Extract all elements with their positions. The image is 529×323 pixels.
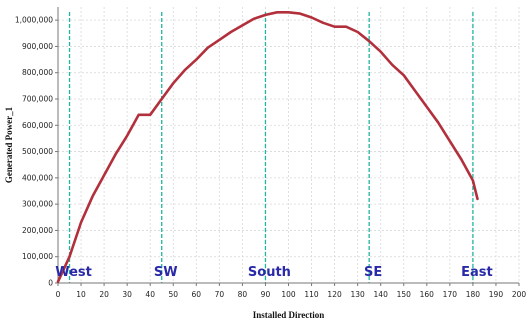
reference-lines bbox=[68, 12, 474, 283]
axes: 0 100,000 200,000 300,000 400,000 500,000 600,… bbox=[15, 7, 527, 299]
x-tick-label: 30 bbox=[122, 290, 132, 299]
y-tick-label: 300,000 bbox=[22, 200, 53, 209]
x-tick-label: 20 bbox=[99, 290, 109, 299]
y-tick-label: 500,000 bbox=[22, 147, 53, 156]
x-tick-label: 50 bbox=[168, 290, 178, 299]
x-tick-label: 140 bbox=[374, 290, 389, 299]
x-tick-label: 190 bbox=[489, 290, 504, 299]
direction-labels: West SW South SE East bbox=[55, 265, 493, 280]
x-tick-label: 40 bbox=[145, 290, 155, 299]
x-tick-label: 100 bbox=[281, 290, 296, 299]
direction-label: SE bbox=[364, 265, 382, 280]
x-tick-label: 130 bbox=[350, 290, 365, 299]
x-tick-label: 80 bbox=[238, 290, 248, 299]
x-tick-label: 0 bbox=[56, 290, 61, 299]
y-axis-title: Generated Power_1 bbox=[4, 106, 14, 183]
x-tick-label: 160 bbox=[420, 290, 435, 299]
x-tick-label: 90 bbox=[261, 290, 271, 299]
x-tick-label: 10 bbox=[76, 290, 86, 299]
series bbox=[56, 11, 479, 283]
grid bbox=[58, 7, 520, 283]
x-tick-label: 110 bbox=[304, 290, 319, 299]
direction-label: South bbox=[248, 265, 291, 280]
y-tick-label: 0 bbox=[48, 279, 53, 288]
x-tick-label: 60 bbox=[192, 290, 202, 299]
direction-label: West bbox=[55, 265, 92, 280]
y-tick-label: 100,000 bbox=[22, 252, 53, 261]
series-line bbox=[56, 11, 479, 283]
y-tick-label: 700,000 bbox=[22, 95, 53, 104]
x-tick-label: 180 bbox=[466, 290, 481, 299]
y-tick-label: 600,000 bbox=[22, 121, 53, 130]
x-tick-label: 120 bbox=[327, 290, 342, 299]
x-axis-title: Installed Direction bbox=[253, 310, 325, 320]
y-tick-label: 1,000,000 bbox=[15, 16, 53, 25]
x-tick-label: 70 bbox=[215, 290, 225, 299]
direction-label: East bbox=[461, 265, 493, 280]
y-tick-label: 400,000 bbox=[22, 173, 53, 182]
x-tick-label: 200 bbox=[512, 290, 527, 299]
y-tick-label: 200,000 bbox=[22, 226, 53, 235]
x-tick-label: 170 bbox=[443, 290, 458, 299]
x-tick-label: 150 bbox=[397, 290, 412, 299]
direction-label: SW bbox=[154, 265, 178, 280]
y-tick-label: 800,000 bbox=[22, 68, 53, 77]
y-tick-label: 900,000 bbox=[22, 42, 53, 51]
